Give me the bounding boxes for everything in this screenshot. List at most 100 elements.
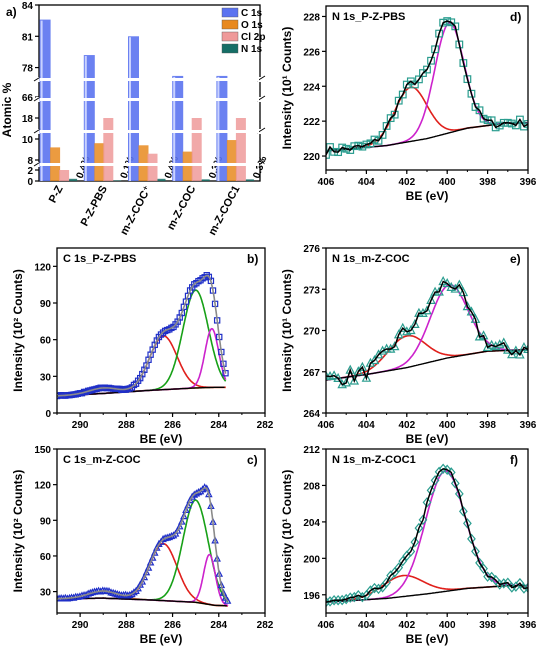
y-tick-label: 224 bbox=[303, 82, 320, 93]
y-tick-label: 30 bbox=[40, 372, 52, 383]
y-tick-label: 84 bbox=[22, 1, 34, 12]
data-point bbox=[462, 301, 473, 311]
data-point bbox=[458, 506, 468, 517]
data-point bbox=[471, 546, 480, 557]
data-point bbox=[467, 533, 476, 545]
data-point bbox=[389, 341, 400, 351]
data-point bbox=[479, 114, 488, 123]
y-tick-label: 120 bbox=[34, 481, 51, 492]
data-point bbox=[523, 582, 528, 594]
y-tick-label: 30 bbox=[40, 588, 52, 599]
data-point bbox=[142, 568, 151, 576]
y-tick-label: 220 bbox=[303, 152, 320, 163]
x-tick-label: 406 bbox=[318, 420, 335, 431]
data-point bbox=[353, 590, 363, 601]
bar-o-1s bbox=[226, 140, 237, 181]
data-point bbox=[475, 106, 484, 115]
panel-label: e) bbox=[510, 252, 521, 266]
x-tick-label: 398 bbox=[479, 177, 496, 188]
panel-d: 406 404 402 400 398 396 220 222 224 226 228 BE (eV)… bbox=[280, 5, 537, 203]
data-point bbox=[357, 361, 368, 371]
data-point bbox=[358, 142, 367, 151]
y-tick-label: 18 bbox=[22, 114, 34, 125]
panel-title: C 1s_m-Z-COC bbox=[63, 454, 141, 466]
data-point bbox=[361, 372, 372, 382]
data-point bbox=[442, 464, 452, 476]
raw-data-line bbox=[326, 20, 528, 156]
y-tick-label: 226 bbox=[303, 47, 320, 58]
y-tick-label: 8 bbox=[27, 156, 33, 167]
y-tick-label: 212 bbox=[303, 445, 320, 456]
x-tick-label: 398 bbox=[479, 620, 496, 631]
data-point bbox=[382, 122, 391, 130]
axis-break-gap bbox=[40, 163, 259, 166]
y-tick-label: 200 bbox=[303, 554, 320, 565]
data-point bbox=[479, 563, 488, 574]
data-point bbox=[338, 143, 347, 152]
bar-n-1s bbox=[69, 178, 78, 181]
axis-break-gap bbox=[40, 130, 259, 133]
data-point bbox=[516, 115, 524, 124]
data-point bbox=[422, 305, 432, 315]
panel-label: b) bbox=[247, 252, 258, 266]
panel-title: N 1s_P-Z-PBS bbox=[332, 11, 405, 23]
legend-swatch bbox=[221, 19, 239, 30]
x-tick-label: 282 bbox=[257, 620, 274, 631]
panel-a: 0281018667881840.4%P-Z0.1%P-Z-PBS0.4%m-Z… bbox=[0, 1, 270, 237]
data-point bbox=[329, 370, 339, 380]
data-point bbox=[397, 322, 408, 332]
data-point bbox=[426, 485, 436, 496]
x-tick-label: 282 bbox=[257, 420, 274, 431]
y-tick-label: 81 bbox=[22, 32, 34, 43]
data-point bbox=[398, 90, 407, 99]
data-point bbox=[378, 131, 387, 139]
plot-area bbox=[326, 275, 528, 389]
data-point bbox=[390, 567, 400, 578]
data-point bbox=[186, 496, 194, 504]
x-tick-label: 400 bbox=[439, 420, 456, 431]
data-point bbox=[450, 478, 460, 489]
data-point bbox=[447, 18, 456, 27]
x-tick-label: 398 bbox=[479, 420, 496, 431]
data-point bbox=[378, 582, 387, 593]
category-label: P-Z bbox=[47, 184, 66, 206]
panel-title: N 1s_m-Z-COC bbox=[332, 253, 410, 265]
x-axis-label: BE (eV) bbox=[406, 632, 449, 646]
data-point bbox=[520, 122, 528, 131]
data-point bbox=[503, 577, 513, 588]
data-point bbox=[175, 522, 184, 530]
bar-c-1s bbox=[83, 55, 95, 181]
data-point bbox=[188, 492, 196, 500]
data-point bbox=[503, 344, 513, 354]
x-tick-label: 284 bbox=[210, 420, 227, 431]
data-point bbox=[393, 329, 404, 339]
data-point bbox=[406, 546, 416, 557]
x-tick-label: 288 bbox=[118, 620, 135, 631]
legend-label: Cl 2p bbox=[241, 32, 265, 43]
data-point bbox=[435, 29, 444, 38]
x-tick-label: 288 bbox=[118, 420, 135, 431]
envelope-line bbox=[57, 274, 227, 397]
x-tick-label: 286 bbox=[164, 620, 181, 631]
data-point bbox=[511, 121, 520, 130]
bar-c-1s bbox=[172, 75, 184, 181]
data-point bbox=[223, 596, 232, 604]
x-axis-label: BE (eV) bbox=[406, 432, 449, 446]
data-point bbox=[148, 553, 157, 561]
data-point bbox=[415, 75, 423, 84]
data-point bbox=[369, 354, 380, 365]
legend-swatch bbox=[221, 31, 239, 42]
x-tick-label: 396 bbox=[520, 177, 537, 188]
x-tick-label: 396 bbox=[520, 620, 537, 631]
data-point bbox=[337, 594, 347, 606]
x-tick-label: 404 bbox=[358, 420, 375, 431]
plot-area bbox=[57, 272, 229, 400]
data-point bbox=[446, 281, 457, 291]
y-tick-label: 2 bbox=[27, 166, 33, 177]
data-point bbox=[173, 526, 182, 534]
data-point bbox=[418, 514, 428, 526]
data-point bbox=[144, 563, 153, 571]
data-point bbox=[423, 65, 431, 74]
y-tick-label: 120 bbox=[34, 262, 51, 273]
bar-c-1s bbox=[216, 75, 228, 181]
